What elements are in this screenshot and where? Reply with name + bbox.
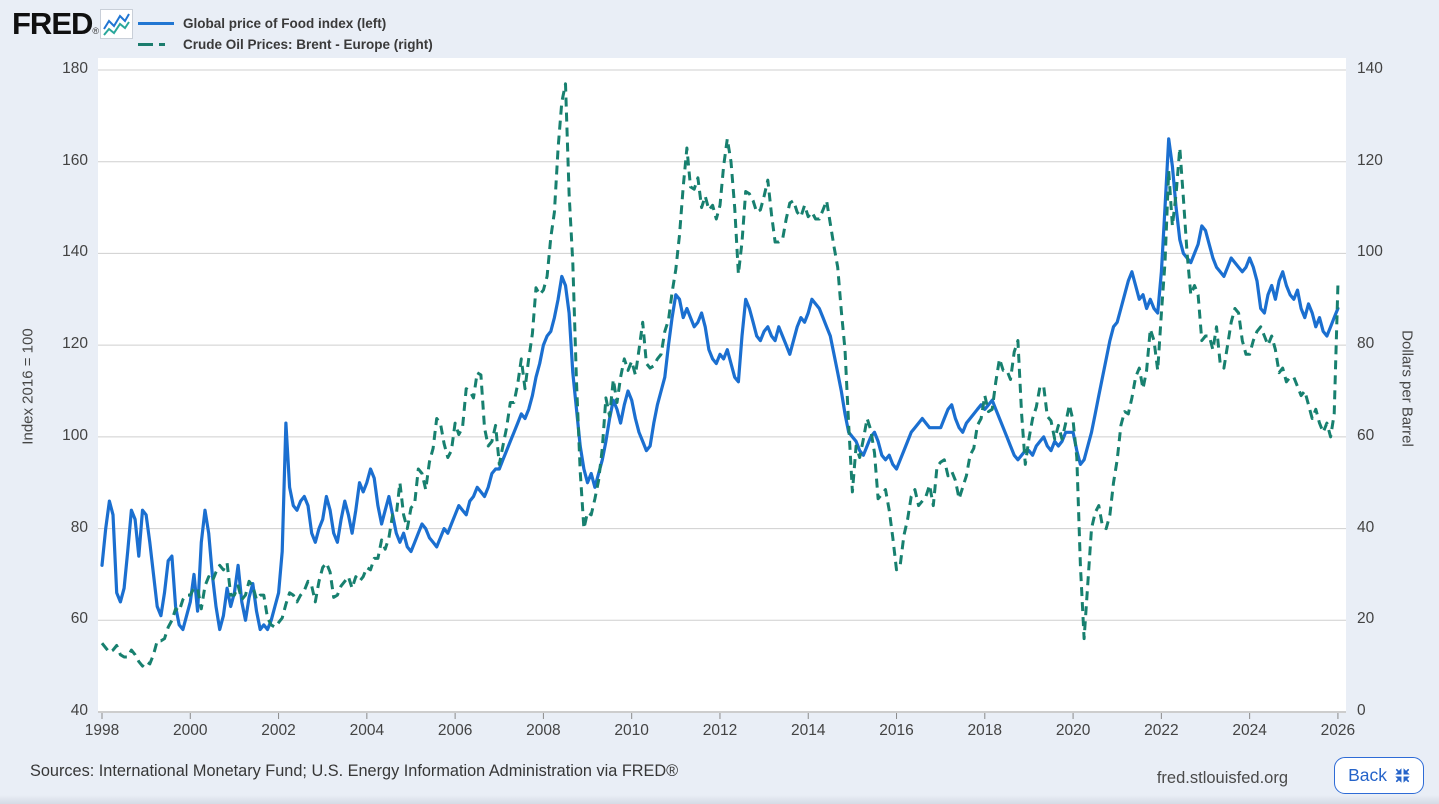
x-axis-tick-label: 2014 — [790, 722, 826, 739]
legend-label-food: Global price of Food index (left) — [183, 16, 387, 31]
back-button-label: Back — [1348, 765, 1387, 785]
fred-logo: FRED® — [12, 6, 99, 41]
collapse-arrows-icon — [1395, 768, 1410, 783]
x-axis-tick-label: 2018 — [967, 722, 1003, 739]
food-line-swatch — [138, 21, 174, 26]
x-axis-tick-label: 2022 — [1144, 722, 1179, 739]
right-axis-tick-label: 40 — [1357, 518, 1375, 536]
legend-item-food: Global price of Food index (left) — [138, 13, 433, 34]
x-axis-tick-label: 2000 — [173, 722, 208, 739]
fred-sparkline-icon — [100, 9, 133, 44]
sources-note: Sources: International Monetary Fund; U.… — [30, 762, 679, 780]
x-axis-tick-label: 2004 — [349, 722, 385, 739]
right-axis-title: Dollars per Barrel — [1398, 330, 1416, 447]
x-axis-tick-label: 2006 — [437, 722, 473, 739]
back-button[interactable]: Back — [1334, 757, 1424, 794]
plot-area — [98, 58, 1346, 713]
right-axis-tick-label: 60 — [1357, 426, 1375, 444]
registered-mark: ® — [92, 26, 99, 36]
x-axis-tick-label: 2024 — [1232, 722, 1267, 739]
x-axis-tick-label: 2008 — [526, 722, 561, 739]
brent-oil-line — [100, 82, 1340, 668]
right-axis-tick-label: 140 — [1357, 60, 1383, 77]
bottom-shadow — [0, 795, 1439, 804]
left-axis-title: Index 2016 = 100 — [19, 328, 37, 445]
legend: Global price of Food index (left) Crude … — [138, 13, 433, 55]
right-axis-tick-label: 100 — [1357, 243, 1383, 261]
left-axis-tick-label: 180 — [62, 60, 88, 77]
x-axis-tick-label: 2026 — [1320, 722, 1356, 739]
left-axis-tick-label: 40 — [70, 702, 88, 719]
left-axis-tick-label: 80 — [70, 518, 88, 536]
x-axis-tick-label: 1998 — [84, 722, 120, 739]
left-axis-tick-label: 100 — [62, 426, 88, 444]
legend-item-oil: Crude Oil Prices: Brent - Europe (right) — [138, 34, 433, 55]
right-axis-tick-label: 20 — [1357, 610, 1375, 628]
right-axis-tick-label: 120 — [1357, 151, 1383, 169]
x-axis-tick-label: 2012 — [702, 722, 738, 739]
site-url: fred.stlouisfed.org — [1156, 769, 1288, 787]
x-axis-tick-label: 2010 — [614, 722, 649, 739]
x-axis-tick-label: 2020 — [1055, 722, 1091, 739]
right-axis-tick-label: 0 — [1357, 702, 1366, 719]
x-axis-tick-label: 2016 — [879, 722, 914, 739]
right-axis-tick-label: 80 — [1357, 335, 1375, 353]
legend-label-oil: Crude Oil Prices: Brent - Europe (right) — [183, 37, 433, 52]
left-axis-tick-label: 140 — [62, 243, 88, 261]
left-axis-tick-label: 160 — [62, 151, 88, 169]
left-axis-tick-label: 120 — [62, 335, 88, 353]
food-index-line — [100, 137, 1340, 632]
left-axis-tick-label: 60 — [70, 610, 88, 628]
oil-line-swatch — [138, 42, 174, 47]
x-axis-tick-label: 2002 — [261, 722, 296, 739]
